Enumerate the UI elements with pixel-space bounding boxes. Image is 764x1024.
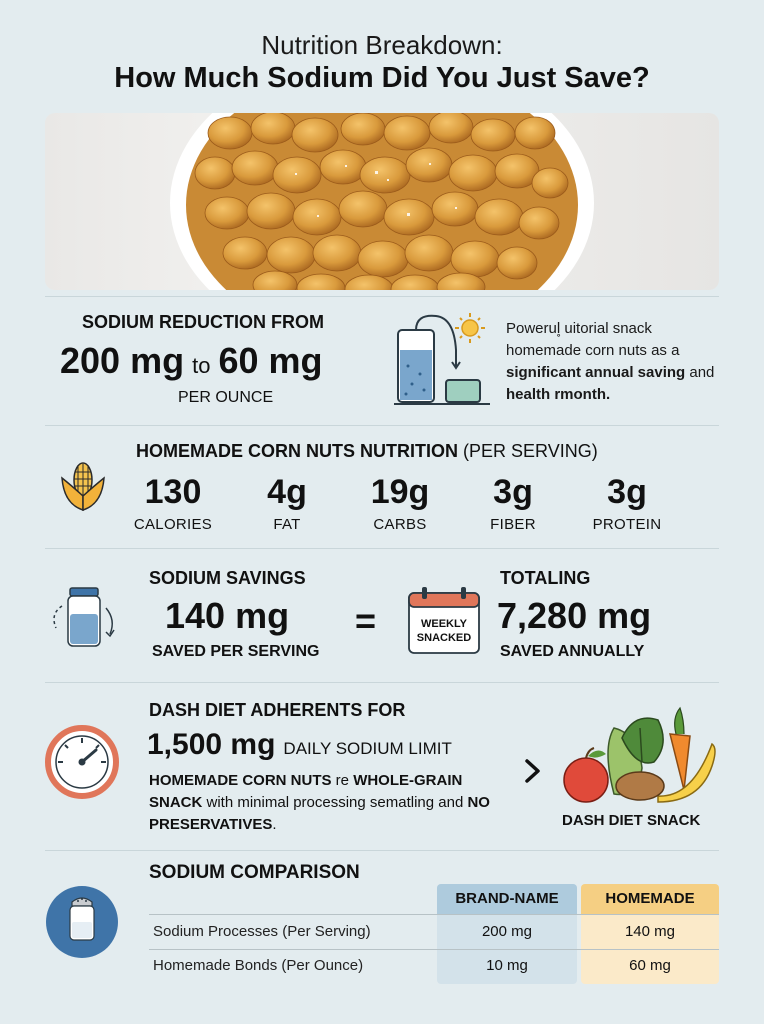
reduction-desc-bold1: significant annual saving <box>506 364 686 381</box>
divider <box>45 548 719 549</box>
fact-value: 3g <box>493 473 533 511</box>
row-brand-value: 200 mg <box>481 923 533 940</box>
fact-value: 19g <box>370 473 430 511</box>
row-home-value: 140 mg <box>624 923 676 940</box>
equals-sign: = <box>355 600 377 641</box>
total-label: TOTALING <box>500 568 591 588</box>
row-home-value: 60 mg <box>629 957 671 974</box>
savings-value: 140 mg <box>165 595 290 636</box>
corn-icon <box>58 460 108 514</box>
column-header-homemade: HOMEMADE <box>581 884 719 914</box>
table-row: Homemade Bonds (Per Ounce) 10 mg 60 mg <box>149 949 719 983</box>
divider <box>45 296 719 297</box>
fact-value: 3g <box>607 473 647 511</box>
reduction-from: 200 mg <box>60 340 185 381</box>
nutrition-fact: 19g CARBS <box>345 474 455 533</box>
nutrition-fact: 3g FIBER <box>458 474 568 533</box>
divider <box>45 682 719 683</box>
nutrition-heading-light: (PER SERVING) <box>463 441 598 461</box>
comparison-label: SODIUM COMPARISON <box>149 862 360 883</box>
calendar-line1: WEEKLY <box>421 618 468 630</box>
reduction-values: 200 mg to 60 mg <box>60 340 322 382</box>
fact-value: 130 <box>144 473 202 511</box>
dash-bold1: HOMEMADE CORN NUTS <box>149 772 332 789</box>
table-row: Sodium Processes (Per Serving) 200 mg 14… <box>149 915 719 949</box>
savings-sub: SAVED PER SERVING <box>152 643 320 660</box>
fact-label: CALORIES <box>133 516 213 533</box>
reduction-desc-part2: and <box>685 364 715 381</box>
dash-bold3: NO PRESERVATIVES <box>149 794 490 833</box>
reduction-to-word: to <box>192 353 211 378</box>
nutrition-heading: HOMEMADE CORN NUTS NUTRITION (PER SERVIN… <box>136 441 598 462</box>
nutrition-heading-bold: HOMEMADE CORN NUTS NUTRITION <box>136 441 458 461</box>
dash-description: HOMEMADE CORN NUTS re WHOLE-GRAIN SNACK … <box>149 770 519 836</box>
fact-label: CARBS <box>373 516 427 533</box>
gauge-icon <box>44 724 120 800</box>
fact-label: PROTEIN <box>592 516 662 533</box>
nutrition-fact: 130 CALORIES <box>118 474 228 533</box>
savings-label: SODIUM SAVINGS <box>149 568 306 588</box>
fact-label: FAT <box>273 516 301 533</box>
row-name: Sodium Processes (Per Serving) <box>153 923 371 940</box>
total-value: 7,280 mg <box>497 595 652 636</box>
table-rule <box>149 914 719 915</box>
salt-shaker-icon <box>44 884 120 960</box>
reduction-description: Powerul̥ uitorial snack homemade corn nu… <box>506 318 726 406</box>
dash-bold2: WHOLE-GRAIN SNACK <box>149 772 463 811</box>
reduction-to: 60 mg <box>218 340 323 381</box>
salt-jar-icon <box>46 584 122 650</box>
dash-limit: 1,500 mg DAILY SODIUM LIMIT <box>147 728 452 762</box>
vegetables-icon <box>562 698 718 806</box>
corn-nuts-bowl-photo <box>45 113 719 290</box>
reduction-desc-part1: Powerul̥ uitorial snack homemade corn nu… <box>506 320 680 359</box>
calendar-line2: SNACKED <box>417 632 471 644</box>
dash-limit-text: DAILY SODIUM LIMIT <box>283 739 452 758</box>
dash-limit-value: 1,500 mg <box>147 728 276 761</box>
fact-label: FIBER <box>490 516 536 533</box>
reduction-label: SODIUM REDUCTION FROM <box>82 312 324 332</box>
reduction-desc-bold2: health rmonth. <box>506 386 611 403</box>
dash-part3: . <box>272 816 277 833</box>
reduction-unit: PER OUNCE <box>178 389 274 406</box>
nutrition-fact: 3g PROTEIN <box>572 474 682 533</box>
page-title-line1: Nutrition Breakdown: <box>261 30 503 60</box>
water-jar-sun-icon <box>392 310 492 410</box>
row-name: Homemade Bonds (Per Ounce) <box>153 957 364 974</box>
column-header-brand: BRAND-NAME <box>437 884 577 914</box>
fact-value: 4g <box>267 473 307 511</box>
dash-part1: re <box>331 772 354 789</box>
page-title-line2: How Much Sodium Did You Just Save? <box>114 62 650 94</box>
divider <box>45 850 719 851</box>
table-rule <box>149 949 719 950</box>
row-brand-value: 10 mg <box>486 957 528 974</box>
dash-part2: with minimal processing sematling and <box>202 794 468 811</box>
dash-snack-label: DASH DIET SNACK <box>562 812 701 829</box>
nutrition-fact: 4g FAT <box>232 474 342 533</box>
divider <box>45 425 719 426</box>
calendar-icon: WEEKLY SNACKED <box>406 585 482 657</box>
dash-label: DASH DIET ADHERENTS FOR <box>149 700 406 720</box>
total-sub: SAVED ANNUALLY <box>500 643 645 660</box>
chevron-right-icon <box>522 758 544 784</box>
